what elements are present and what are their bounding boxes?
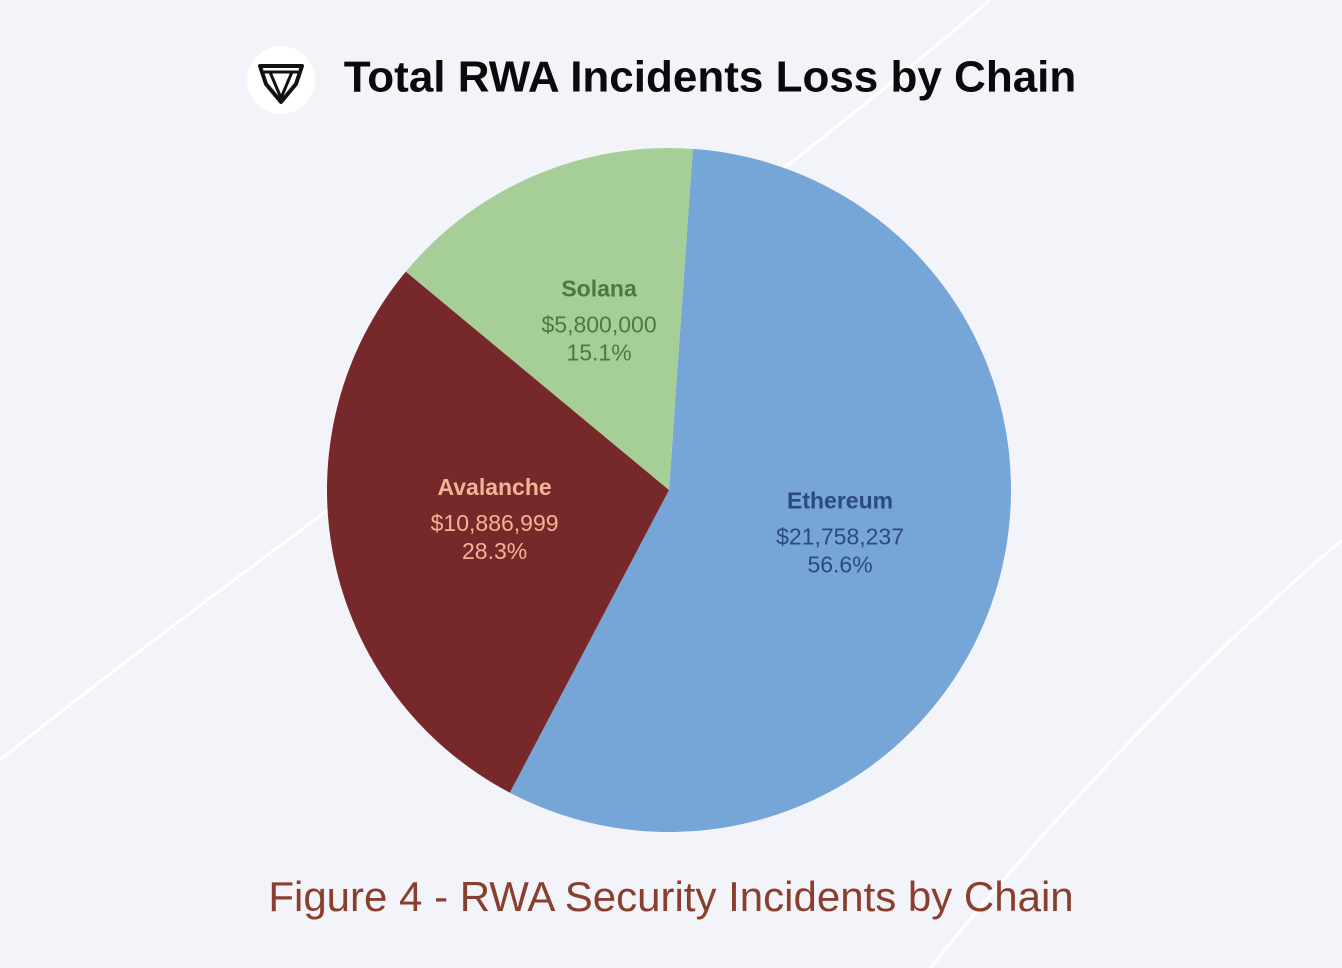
logo <box>247 46 315 114</box>
percent-label: 28.3% <box>462 538 527 564</box>
chart-title: Total RWA Incidents Loss by Chain <box>344 53 1077 102</box>
percent-label: 56.6% <box>807 552 872 578</box>
slice-label: Avalanche <box>437 474 551 500</box>
percent-label: 15.1% <box>566 340 631 366</box>
slice-label: Ethereum <box>787 488 893 514</box>
value-label: $5,800,000 <box>542 312 657 338</box>
pie-slice <box>509 148 1012 833</box>
slice-label: Solana <box>561 276 637 302</box>
pie-slice <box>405 148 693 490</box>
value-label: $21,758,237 <box>776 524 904 550</box>
caption: Figure 4 - RWA Security Incidents by Cha… <box>268 873 1073 920</box>
pie-slice <box>326 271 669 793</box>
decor-line <box>928 538 1342 968</box>
value-label: $10,886,999 <box>431 510 559 536</box>
